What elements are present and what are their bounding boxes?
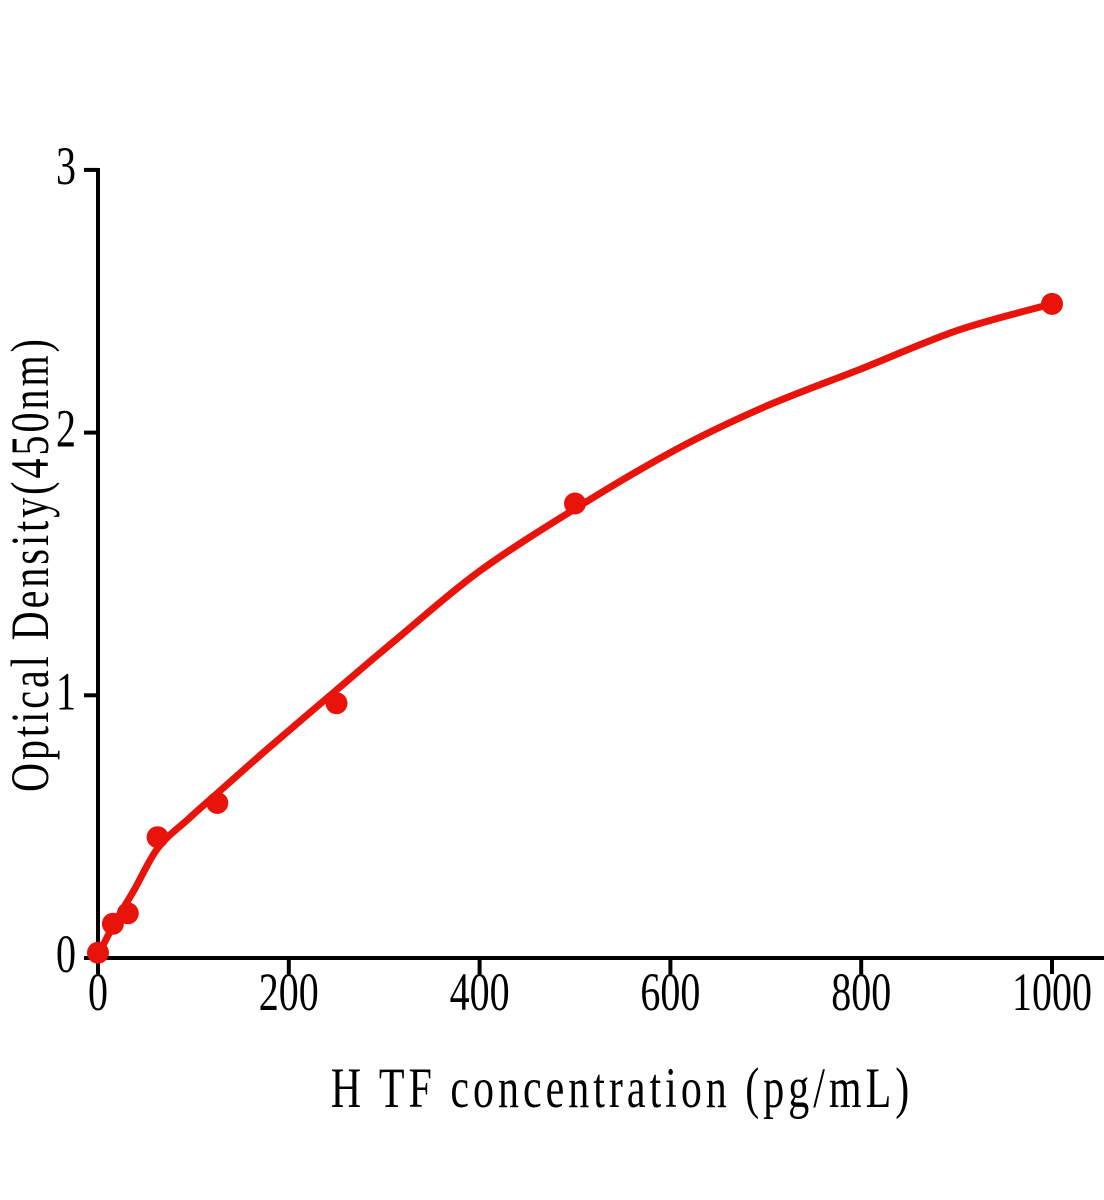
data-point xyxy=(206,792,229,814)
data-point xyxy=(87,941,109,964)
x-tick-label: 1000 xyxy=(1012,963,1092,1022)
series-layer xyxy=(87,292,1063,964)
x-tick-label: 600 xyxy=(640,963,700,1022)
y-tick-label: 0 xyxy=(56,925,76,984)
data-point xyxy=(564,492,586,515)
x-axis-title: H TF concentration (pg/mL) xyxy=(331,1057,913,1120)
data-point xyxy=(1041,292,1063,315)
y-tick-label: 2 xyxy=(56,400,76,459)
x-tick-label: 800 xyxy=(831,963,891,1022)
fit-curve xyxy=(94,300,1056,959)
y-tick-label: 1 xyxy=(56,663,76,722)
x-tick-label: 0 xyxy=(88,963,108,1022)
data-point xyxy=(325,692,348,715)
y-axis-title: Optical Density(450nm) xyxy=(1,336,60,792)
y-tick-label: 3 xyxy=(56,137,76,196)
x-tick-label: 200 xyxy=(259,963,319,1022)
x-tick-label: 400 xyxy=(450,963,510,1022)
data-point xyxy=(116,902,139,925)
tick-labels: 0 1 2 3 0 200 400 600 800 1000 xyxy=(56,137,1092,1022)
axes xyxy=(84,167,1104,974)
data-point xyxy=(146,826,169,849)
